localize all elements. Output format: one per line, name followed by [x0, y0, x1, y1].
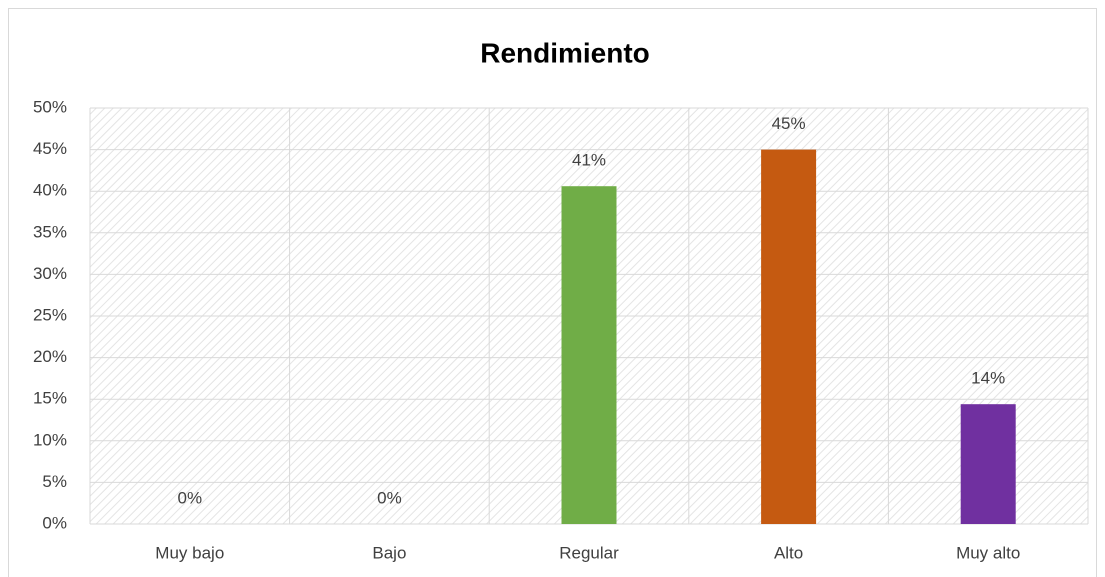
data-label: 45% — [772, 114, 806, 133]
chart-border — [8, 8, 1097, 577]
data-label: 41% — [572, 151, 606, 170]
y-tick-label: 35% — [33, 222, 67, 241]
y-tick-label: 25% — [33, 305, 67, 324]
y-tick-label: 20% — [33, 347, 67, 366]
y-tick-label: 0% — [42, 513, 67, 532]
x-tick-label: Bajo — [372, 543, 406, 562]
bar — [761, 149, 817, 524]
y-tick-label: 30% — [33, 264, 67, 283]
y-tick-label: 40% — [33, 181, 67, 200]
bar — [960, 404, 1016, 524]
data-label: 0% — [178, 488, 203, 507]
bar — [561, 186, 617, 524]
x-tick-label: Muy alto — [956, 543, 1020, 562]
x-tick-label: Regular — [559, 543, 619, 562]
chart-title: Rendimiento — [480, 37, 650, 68]
data-label: 0% — [377, 488, 402, 507]
y-tick-label: 50% — [33, 97, 67, 116]
data-label: 14% — [971, 369, 1005, 388]
x-tick-label: Muy bajo — [155, 543, 224, 562]
y-tick-label: 5% — [42, 472, 67, 491]
y-tick-label: 45% — [33, 139, 67, 158]
y-tick-label: 10% — [33, 430, 67, 449]
x-tick-label: Alto — [774, 543, 803, 562]
y-tick-label: 15% — [33, 389, 67, 408]
